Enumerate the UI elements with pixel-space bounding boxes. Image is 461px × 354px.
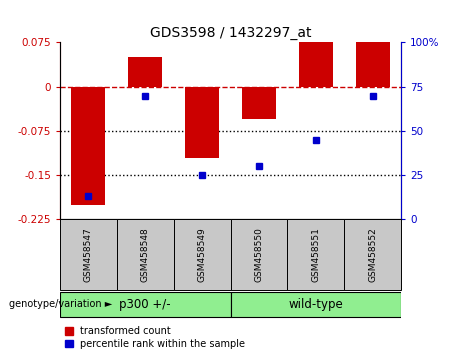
Text: GSM458552: GSM458552	[368, 228, 377, 282]
Bar	[60, 219, 117, 290]
Text: GSM458547: GSM458547	[84, 228, 93, 282]
Bar	[242, 87, 276, 119]
Title: GDS3598 / 1432297_at: GDS3598 / 1432297_at	[150, 26, 311, 40]
Bar	[71, 87, 106, 205]
Bar	[230, 292, 401, 317]
Bar	[230, 219, 287, 290]
Text: wild-type: wild-type	[289, 298, 343, 311]
Text: GSM458551: GSM458551	[311, 227, 320, 282]
Bar	[344, 219, 401, 290]
Bar	[287, 219, 344, 290]
Text: genotype/variation ►: genotype/variation ►	[9, 299, 112, 309]
Bar	[117, 219, 174, 290]
Bar	[355, 42, 390, 87]
Bar	[60, 292, 230, 317]
Bar	[299, 42, 333, 87]
Text: p300 +/-: p300 +/-	[119, 298, 171, 311]
Text: GSM458548: GSM458548	[141, 228, 150, 282]
Legend: transformed count, percentile rank within the sample: transformed count, percentile rank withi…	[65, 326, 245, 349]
Bar	[174, 219, 230, 290]
Bar	[128, 57, 162, 87]
Bar	[185, 87, 219, 158]
Text: GSM458549: GSM458549	[198, 228, 207, 282]
Text: GSM458550: GSM458550	[254, 227, 263, 282]
